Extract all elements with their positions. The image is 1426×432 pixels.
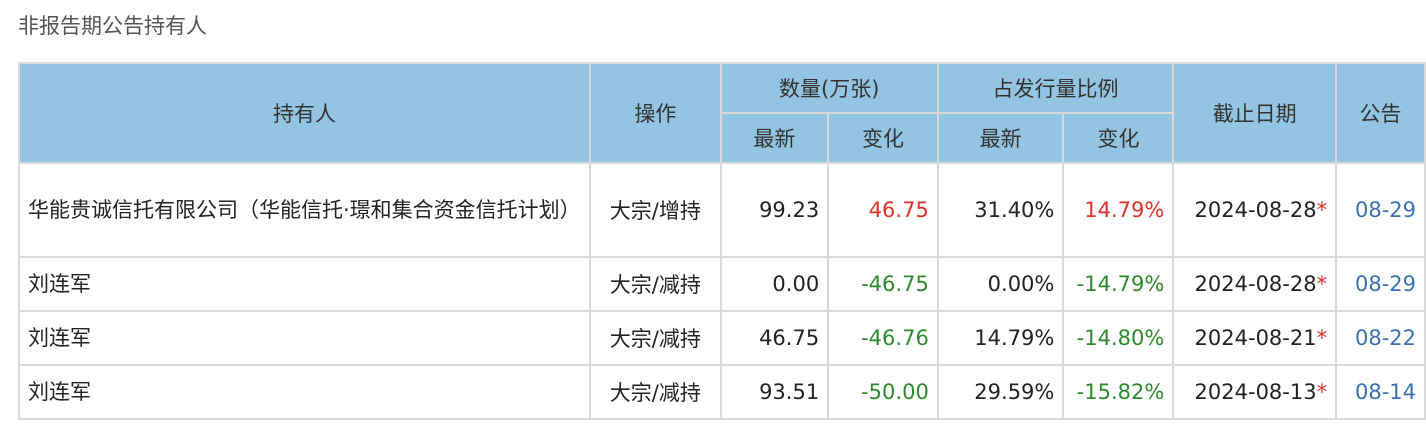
date-text: 2024-08-28 [1194,272,1317,296]
notice-link[interactable]: 08-29 [1354,198,1416,222]
ratio-latest: 31.40% [936,162,1065,258]
star-marker: * [1316,198,1328,222]
star-marker: * [1316,272,1328,296]
ratio-change: -14.80% [1062,310,1175,366]
col-qty-latest: 最新 [719,112,830,164]
ratio-change: 14.79% [1062,162,1175,258]
ratio-change: -15.82% [1062,364,1175,420]
holder-name: 刘连军 [18,256,591,312]
qty-latest: 99.23 [719,162,830,258]
notice-cell: 08-29 [1335,256,1426,312]
qty-latest: 46.75 [719,310,830,366]
qty-change: -46.76 [827,310,939,366]
notice-cell: 08-14 [1335,364,1426,420]
action: 大宗/减持 [589,310,722,366]
date-text: 2024-08-28 [1194,198,1317,222]
end-date: 2024-08-13* [1172,364,1338,420]
end-date: 2024-08-28* [1172,162,1338,258]
qty-change: -50.00 [827,364,939,420]
holder-name: 华能贵诚信托有限公司（华能信托·璟和集合资金信托计划） [18,162,591,258]
action: 大宗/增持 [589,162,722,258]
table-row: 华能贵诚信托有限公司（华能信托·璟和集合资金信托计划） 大宗/增持 99.23 … [18,162,1426,258]
date-text: 2024-08-21 [1194,326,1317,350]
col-action: 操作 [589,62,722,164]
notice-cell: 08-22 [1335,310,1426,366]
qty-change: 46.75 [827,162,939,258]
holders-table: 持有人 操作 数量(万张) 占发行量比例 截止日期 公告 最新 变化 最新 变化… [18,62,1426,420]
qty-change: -46.75 [827,256,939,312]
notice-link[interactable]: 08-29 [1354,272,1416,296]
ratio-change: -14.79% [1062,256,1175,312]
ratio-latest: 14.79% [936,310,1065,366]
star-marker: * [1316,326,1328,350]
table-row: 刘连军 大宗/减持 46.75 -46.76 14.79% -14.80% 20… [18,310,1426,366]
table-row: 刘连军 大宗/减持 93.51 -50.00 29.59% -15.82% 20… [18,364,1426,420]
notice-link[interactable]: 08-22 [1354,326,1416,350]
qty-latest: 0.00 [719,256,830,312]
date-text: 2024-08-13 [1194,380,1317,404]
col-quantity: 数量(万张) [719,62,939,114]
col-ratio-change: 变化 [1062,112,1175,164]
qty-latest: 93.51 [719,364,830,420]
section-title: 非报告期公告持有人 [18,14,207,38]
notice-link[interactable]: 08-14 [1354,380,1416,404]
col-date: 截止日期 [1172,62,1338,164]
col-holder: 持有人 [18,62,591,164]
holder-name: 刘连军 [18,310,591,366]
star-marker: * [1316,380,1328,404]
end-date: 2024-08-28* [1172,256,1338,312]
col-qty-change: 变化 [827,112,939,164]
ratio-latest: 0.00% [936,256,1065,312]
ratio-latest: 29.59% [936,364,1065,420]
end-date: 2024-08-21* [1172,310,1338,366]
action: 大宗/减持 [589,364,722,420]
table-row: 刘连军 大宗/减持 0.00 -46.75 0.00% -14.79% 2024… [18,256,1426,312]
action: 大宗/减持 [589,256,722,312]
col-ratio: 占发行量比例 [936,62,1175,114]
holder-name: 刘连军 [18,364,591,420]
col-ratio-latest: 最新 [936,112,1065,164]
col-notice: 公告 [1335,62,1426,164]
notice-cell: 08-29 [1335,162,1426,258]
